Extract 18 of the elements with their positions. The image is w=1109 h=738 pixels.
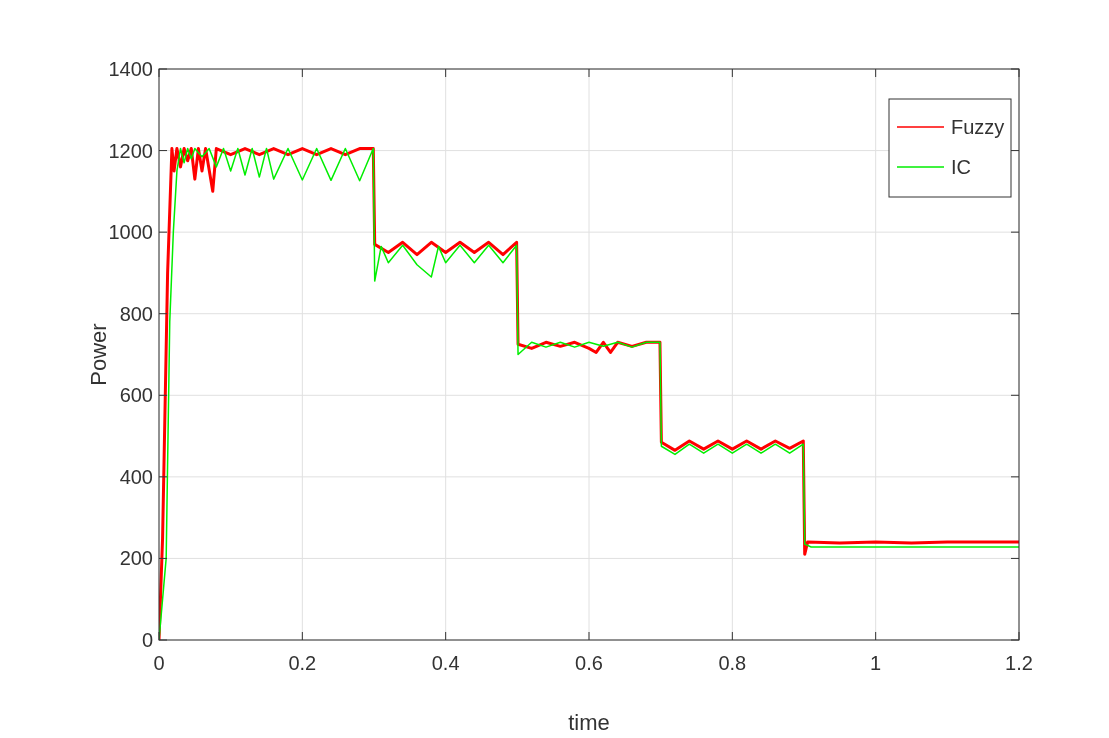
- y-tick-label: 1200: [108, 139, 153, 162]
- x-tick-label: 0.8: [718, 652, 747, 674]
- x-tick-label: 0.6: [575, 652, 603, 674]
- y-tick-label: 0: [141, 629, 153, 651]
- x-axis-title: time: [568, 710, 610, 735]
- y-tick-label: 600: [119, 384, 153, 407]
- x-tick-label: 0.4: [431, 652, 460, 674]
- legend-label: Fuzzy: [951, 116, 1005, 138]
- y-tick-label: 1000: [108, 221, 153, 244]
- x-tick-label: 1.2: [1005, 652, 1033, 674]
- y-axis-title: Power: [86, 323, 111, 386]
- y-tick-label: 800: [119, 302, 153, 325]
- legend-label: IC: [951, 156, 971, 178]
- y-tick-label: 400: [119, 465, 153, 488]
- x-tick-label: 1: [870, 652, 882, 674]
- y-tick-label: 1400: [108, 58, 153, 80]
- x-tick-label: 0.2: [288, 652, 317, 674]
- y-tick-label: 200: [119, 547, 153, 570]
